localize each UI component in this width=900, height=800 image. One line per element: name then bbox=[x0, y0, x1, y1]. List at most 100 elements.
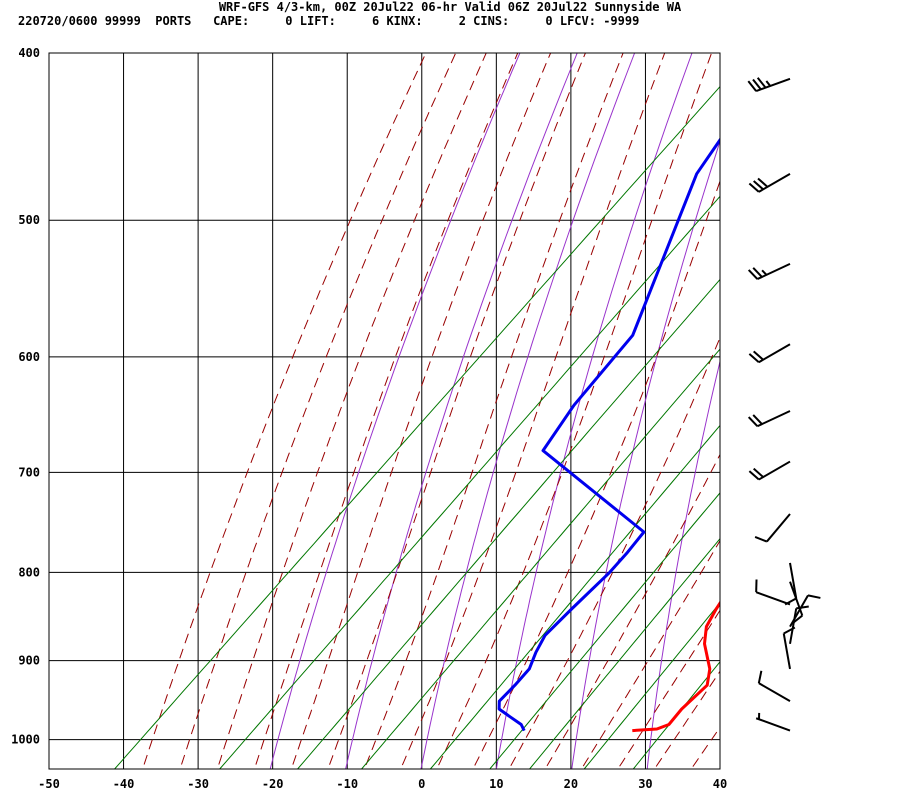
pressure-temperature-grid bbox=[48, 52, 721, 769]
temperature-tick-label: -10 bbox=[336, 777, 358, 791]
dry-adiabat-line bbox=[495, 53, 693, 769]
mixing-ratio-line bbox=[583, 602, 720, 769]
wind-barb bbox=[747, 262, 791, 280]
wind-barb-flag bbox=[754, 535, 768, 543]
moist-adiabat-line bbox=[179, 53, 457, 769]
wind-barb-flag bbox=[752, 267, 763, 278]
wind-barb-flag bbox=[748, 182, 760, 193]
wind-barb-staff bbox=[758, 343, 791, 364]
wind-barb-flag bbox=[747, 80, 757, 92]
dry-adiabat-line bbox=[873, 34, 900, 776]
dry-adiabat-line bbox=[269, 53, 521, 769]
wind-barb-half-flag bbox=[761, 269, 768, 276]
wind-barb-staff bbox=[782, 633, 791, 670]
temperature-tick-label: -20 bbox=[262, 777, 284, 791]
stability-indices: 220720/0600 99999 PORTS CAPE: 0 LIFT: 6 … bbox=[18, 14, 640, 28]
wind-barb-staff bbox=[756, 410, 791, 428]
dry-adiabat-line bbox=[722, 34, 870, 776]
wind-barb bbox=[747, 77, 791, 93]
wind-barb-flag bbox=[796, 605, 809, 610]
temperature-tick-label: 0 bbox=[418, 777, 425, 791]
moist-adiabat-line bbox=[363, 53, 624, 769]
moist-adiabat-line bbox=[436, 53, 713, 769]
wind-barb bbox=[755, 579, 791, 606]
thermodynamic-guide-lines bbox=[113, 34, 900, 780]
wind-barb-flag bbox=[752, 414, 763, 425]
temperature-tick-label: 10 bbox=[489, 777, 503, 791]
moist-adiabat-line bbox=[617, 609, 720, 769]
moist-adiabat-line bbox=[544, 453, 720, 769]
dry-adiabat-line bbox=[345, 53, 578, 769]
wind-barb bbox=[755, 712, 791, 732]
wind-barb bbox=[782, 626, 796, 670]
dry-adiabat-line bbox=[646, 359, 720, 769]
wind-barb-flag bbox=[756, 77, 767, 89]
temperature-tick-label: 20 bbox=[564, 777, 578, 791]
mixing-ratio-line bbox=[489, 492, 720, 769]
moist-adiabat-line bbox=[653, 670, 720, 769]
moist-adiabat-line bbox=[290, 53, 552, 769]
temperature-tick-label: -30 bbox=[187, 777, 209, 791]
pressure-tick-label: 500 bbox=[18, 213, 40, 227]
moist-adiabat-line bbox=[472, 179, 720, 769]
wind-barb-flag bbox=[748, 353, 760, 363]
wind-barb-flag bbox=[748, 470, 760, 481]
wind-barb-flag bbox=[753, 467, 764, 478]
mixing-ratio-line bbox=[632, 661, 720, 769]
wind-barb-staff bbox=[766, 513, 791, 543]
pressure-axis-labels: 400 500 600 700 800 900 1000 bbox=[11, 46, 40, 747]
mixing-ratio-line bbox=[429, 424, 720, 769]
wind-barb-staff bbox=[758, 460, 791, 481]
wind-barb-flag bbox=[753, 350, 764, 361]
sounding-profiles bbox=[497, 137, 720, 733]
wind-barb-flag bbox=[747, 416, 759, 427]
wind-barb-staff bbox=[756, 262, 791, 280]
wind-barb bbox=[748, 172, 791, 193]
pressure-tick-label: 900 bbox=[18, 654, 40, 668]
pressure-tick-label: 400 bbox=[18, 46, 40, 60]
wind-barb-staff bbox=[755, 591, 791, 606]
moist-adiabat-line bbox=[400, 53, 666, 769]
mixing-ratio-line bbox=[528, 537, 720, 769]
dry-adiabat-line bbox=[798, 34, 900, 776]
temperature-tick-label: 40 bbox=[713, 777, 727, 791]
dewpoint-profile bbox=[497, 137, 720, 732]
dry-adiabat-line bbox=[420, 53, 636, 769]
plot-border bbox=[48, 52, 721, 770]
wind-barb-staff bbox=[758, 682, 791, 703]
wind-barb-half-flag bbox=[765, 80, 772, 87]
pressure-tick-label: 800 bbox=[18, 565, 40, 579]
wind-barb-staff bbox=[789, 608, 798, 644]
mixing-ratio-line bbox=[296, 278, 720, 769]
wind-barb-flag bbox=[752, 78, 762, 91]
moist-adiabat-line bbox=[216, 53, 487, 769]
pressure-tick-label: 600 bbox=[18, 350, 40, 364]
temperature-tick-label: 30 bbox=[638, 777, 652, 791]
wind-barb bbox=[748, 460, 791, 481]
wind-barb-flag bbox=[757, 177, 769, 188]
wind-barb bbox=[789, 605, 809, 644]
wind-barb-staff bbox=[755, 77, 791, 93]
moist-adiabat-line bbox=[142, 53, 427, 769]
temperature-axis-labels: -50 -40 -30 -20 -10 0 10 20 30 40 bbox=[38, 777, 727, 791]
wind-barb bbox=[754, 513, 791, 543]
wind-barb-staff bbox=[758, 172, 791, 193]
wind-barb-staff bbox=[789, 562, 798, 599]
moist-adiabat-line bbox=[327, 53, 586, 769]
moist-adiabat-line bbox=[720, 34, 900, 780]
moist-adiabat-line bbox=[580, 539, 720, 769]
wind-barb bbox=[747, 410, 791, 428]
wind-barb-staff bbox=[755, 717, 791, 732]
wind-barb bbox=[748, 343, 791, 364]
plot-frame bbox=[48, 52, 721, 770]
temperature-tick-label: -40 bbox=[113, 777, 135, 791]
moist-adiabat-line bbox=[508, 336, 720, 769]
wind-barbs bbox=[747, 77, 821, 732]
wind-barb-flag bbox=[757, 670, 763, 684]
wind-barb bbox=[757, 670, 791, 703]
mixing-ratio-line bbox=[219, 195, 720, 769]
wind-barb-flag bbox=[747, 269, 759, 280]
wind-barb-flag bbox=[783, 626, 796, 635]
moist-adiabat-line bbox=[253, 53, 519, 769]
